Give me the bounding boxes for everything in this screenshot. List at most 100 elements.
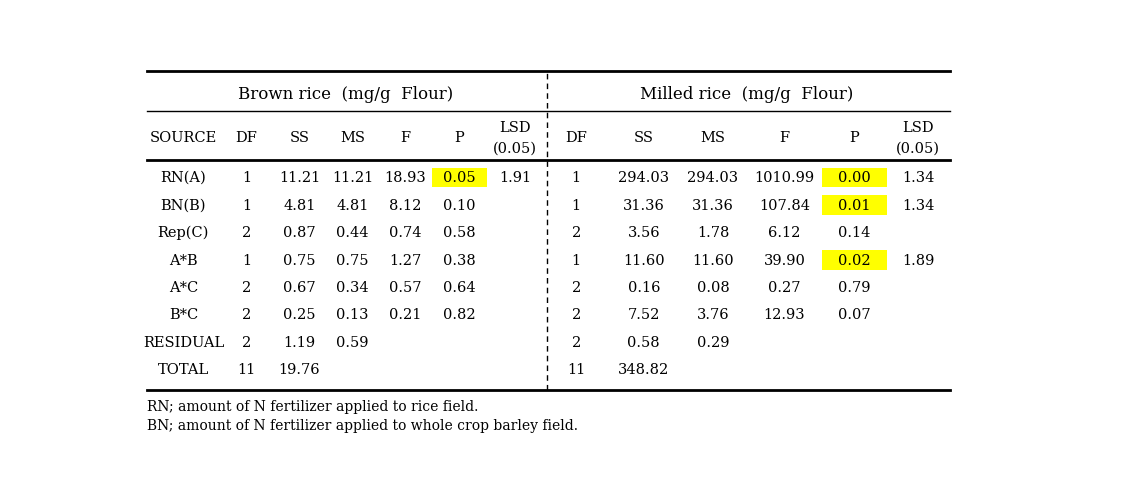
Text: 8.12: 8.12 bbox=[390, 198, 421, 212]
Text: 31.36: 31.36 bbox=[623, 198, 665, 212]
Text: 0.38: 0.38 bbox=[443, 253, 476, 267]
Text: (0.05): (0.05) bbox=[493, 141, 538, 155]
Text: SS: SS bbox=[289, 131, 310, 145]
Text: 1.89: 1.89 bbox=[902, 253, 934, 267]
Text: 2: 2 bbox=[241, 308, 252, 322]
Text: 0.13: 0.13 bbox=[336, 308, 369, 322]
Text: 2: 2 bbox=[572, 225, 581, 240]
Text: DF: DF bbox=[236, 131, 257, 145]
Text: 1.19: 1.19 bbox=[284, 335, 316, 349]
Text: 0.14: 0.14 bbox=[838, 225, 870, 240]
Text: 0.64: 0.64 bbox=[443, 281, 476, 294]
Text: LSD: LSD bbox=[500, 121, 531, 135]
Text: 1010.99: 1010.99 bbox=[754, 171, 814, 184]
Text: SOURCE: SOURCE bbox=[150, 131, 218, 145]
Text: 0.58: 0.58 bbox=[443, 225, 476, 240]
Text: 0.27: 0.27 bbox=[769, 281, 801, 294]
Text: 0.82: 0.82 bbox=[443, 308, 476, 322]
Text: 0.75: 0.75 bbox=[284, 253, 316, 267]
Text: 294.03: 294.03 bbox=[688, 171, 738, 184]
Text: 0.87: 0.87 bbox=[284, 225, 316, 240]
Bar bbox=[822, 168, 886, 188]
Text: 348.82: 348.82 bbox=[618, 363, 670, 377]
Text: 2: 2 bbox=[572, 335, 581, 349]
Text: BN; amount of N fertilizer applied to whole crop barley field.: BN; amount of N fertilizer applied to wh… bbox=[147, 418, 577, 432]
Text: 4.81: 4.81 bbox=[284, 198, 316, 212]
Text: MS: MS bbox=[339, 131, 364, 145]
Text: P: P bbox=[850, 131, 859, 145]
Text: BN(B): BN(B) bbox=[161, 198, 206, 212]
Text: 2: 2 bbox=[241, 335, 252, 349]
Text: F: F bbox=[401, 131, 410, 145]
Text: 0.74: 0.74 bbox=[390, 225, 421, 240]
Text: Milled rice  (mg/g  Flour): Milled rice (mg/g Flour) bbox=[640, 86, 854, 103]
Text: 294.03: 294.03 bbox=[618, 171, 670, 184]
Text: 1.34: 1.34 bbox=[902, 198, 934, 212]
Text: F: F bbox=[779, 131, 789, 145]
Text: 0.00: 0.00 bbox=[838, 171, 870, 184]
Text: 0.21: 0.21 bbox=[390, 308, 421, 322]
Text: 1: 1 bbox=[572, 198, 581, 212]
Text: LSD: LSD bbox=[902, 121, 934, 135]
Text: 0.75: 0.75 bbox=[336, 253, 369, 267]
Text: Brown rice  (mg/g  Flour): Brown rice (mg/g Flour) bbox=[238, 86, 453, 103]
Text: 31.36: 31.36 bbox=[693, 198, 734, 212]
Text: 0.34: 0.34 bbox=[336, 281, 369, 294]
Text: 0.10: 0.10 bbox=[443, 198, 475, 212]
Text: TOTAL: TOTAL bbox=[158, 363, 210, 377]
Text: 1: 1 bbox=[241, 198, 251, 212]
Text: 6.12: 6.12 bbox=[769, 225, 801, 240]
Text: 1: 1 bbox=[241, 171, 251, 184]
Text: Rep(C): Rep(C) bbox=[157, 225, 210, 240]
Text: 0.59: 0.59 bbox=[336, 335, 369, 349]
Text: 0.16: 0.16 bbox=[628, 281, 659, 294]
Text: 2: 2 bbox=[572, 308, 581, 322]
Text: 4.81: 4.81 bbox=[336, 198, 369, 212]
Text: P: P bbox=[454, 131, 465, 145]
Text: A*B: A*B bbox=[169, 253, 198, 267]
Text: 0.58: 0.58 bbox=[628, 335, 661, 349]
Text: 11.60: 11.60 bbox=[623, 253, 664, 267]
Text: 0.25: 0.25 bbox=[284, 308, 316, 322]
Text: 2: 2 bbox=[241, 225, 252, 240]
Text: DF: DF bbox=[565, 131, 588, 145]
Text: SS: SS bbox=[633, 131, 654, 145]
Text: 3.56: 3.56 bbox=[628, 225, 661, 240]
Text: B*C: B*C bbox=[169, 308, 198, 322]
Bar bbox=[822, 250, 886, 270]
Text: 7.52: 7.52 bbox=[628, 308, 659, 322]
Text: A*C: A*C bbox=[169, 281, 198, 294]
Text: (0.05): (0.05) bbox=[896, 141, 941, 155]
Text: 2: 2 bbox=[572, 281, 581, 294]
Text: 0.08: 0.08 bbox=[697, 281, 729, 294]
Bar bbox=[432, 168, 486, 188]
Text: 0.57: 0.57 bbox=[390, 281, 421, 294]
Text: 1.91: 1.91 bbox=[499, 171, 532, 184]
Text: 1.27: 1.27 bbox=[390, 253, 421, 267]
Text: 0.44: 0.44 bbox=[336, 225, 369, 240]
Text: 11.60: 11.60 bbox=[693, 253, 734, 267]
Text: RN(A): RN(A) bbox=[161, 171, 206, 184]
Text: 0.02: 0.02 bbox=[838, 253, 870, 267]
Text: 11.21: 11.21 bbox=[279, 171, 320, 184]
Text: 0.79: 0.79 bbox=[838, 281, 870, 294]
Text: RN; amount of N fertilizer applied to rice field.: RN; amount of N fertilizer applied to ri… bbox=[147, 399, 478, 413]
Text: 0.01: 0.01 bbox=[838, 198, 870, 212]
Text: 19.76: 19.76 bbox=[279, 363, 320, 377]
Text: 11: 11 bbox=[237, 363, 255, 377]
Text: 1.78: 1.78 bbox=[697, 225, 729, 240]
Text: 1: 1 bbox=[241, 253, 251, 267]
Text: RESIDUAL: RESIDUAL bbox=[142, 335, 224, 349]
Text: 0.29: 0.29 bbox=[697, 335, 729, 349]
Text: 18.93: 18.93 bbox=[385, 171, 426, 184]
Text: 0.07: 0.07 bbox=[838, 308, 870, 322]
Text: 1: 1 bbox=[572, 253, 581, 267]
Text: MS: MS bbox=[700, 131, 726, 145]
Text: 1.34: 1.34 bbox=[902, 171, 934, 184]
Text: 39.90: 39.90 bbox=[763, 253, 805, 267]
Text: 1: 1 bbox=[572, 171, 581, 184]
Text: 11.21: 11.21 bbox=[331, 171, 374, 184]
Text: 0.67: 0.67 bbox=[284, 281, 316, 294]
Text: 11: 11 bbox=[567, 363, 585, 377]
Text: 0.05: 0.05 bbox=[443, 171, 476, 184]
